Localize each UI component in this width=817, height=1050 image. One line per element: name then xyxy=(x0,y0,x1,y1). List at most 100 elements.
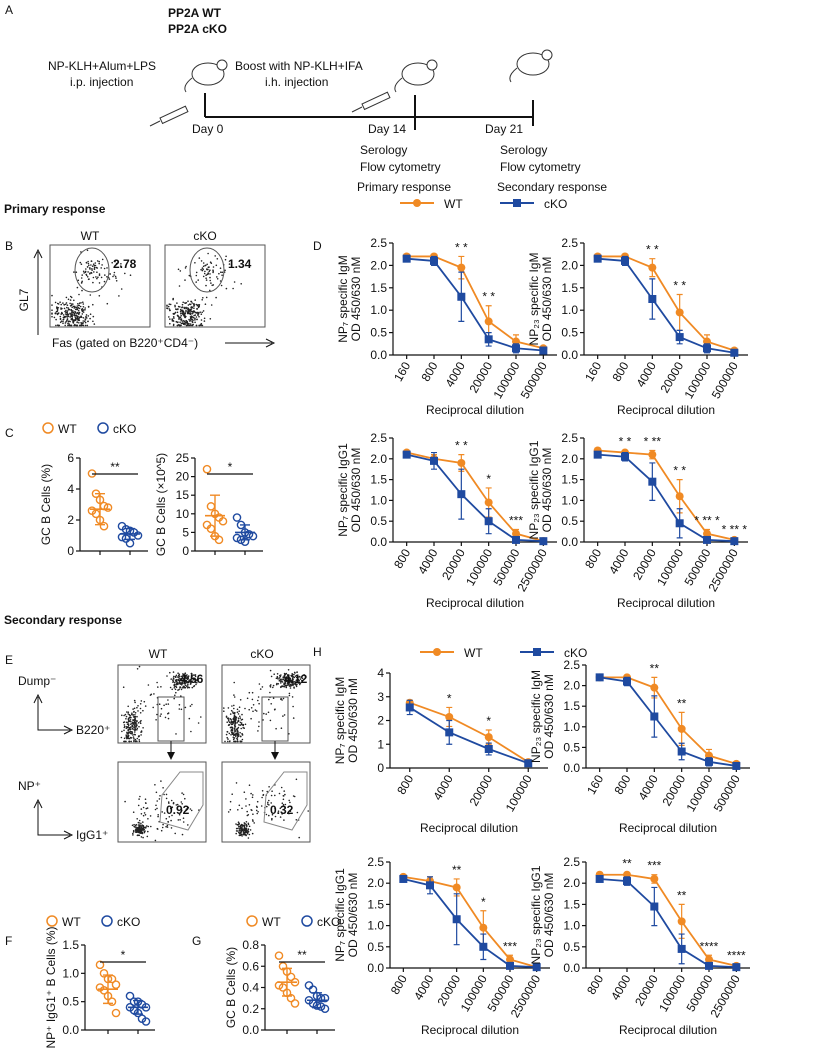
flow-event xyxy=(203,317,206,320)
flow-event xyxy=(159,795,161,797)
flow-event xyxy=(139,703,142,705)
flow-event xyxy=(288,692,291,695)
flow-event xyxy=(173,687,176,689)
flow-event xyxy=(184,797,186,800)
flow-event xyxy=(233,694,235,696)
flow-event xyxy=(239,721,242,724)
flow-event xyxy=(235,832,237,835)
flow-event xyxy=(239,717,242,719)
x-tick-label: 100000 xyxy=(503,772,535,814)
flow-event xyxy=(298,682,300,684)
flow-event xyxy=(156,800,158,802)
flow-event xyxy=(133,720,136,723)
flow-event xyxy=(274,815,277,818)
y-axis-label: NP⁺ IgG1⁺ B Cells (%) xyxy=(44,926,58,1048)
series-line xyxy=(406,453,544,543)
y-tick-label: 2.5 xyxy=(367,855,384,869)
flow-event xyxy=(206,263,208,266)
y-axis-label: OD 450/630 nM xyxy=(346,678,360,763)
flow-event xyxy=(207,266,210,269)
y-tick-label: 1.0 xyxy=(561,303,578,317)
flow-event xyxy=(226,736,228,739)
flow-event xyxy=(296,811,299,814)
point xyxy=(202,464,212,474)
section-title: Secondary response xyxy=(4,613,122,627)
flow-event xyxy=(266,790,269,793)
flow-event xyxy=(182,314,185,316)
flow-event xyxy=(127,713,129,715)
flow-event xyxy=(181,303,184,306)
flow-event xyxy=(231,793,233,795)
flow-event xyxy=(93,264,96,267)
flow-event xyxy=(66,319,68,322)
group-label: cKO xyxy=(250,647,273,661)
y-axis-label: NP₇ specific IgM xyxy=(336,255,350,342)
flow-event xyxy=(136,737,139,740)
flow-event xyxy=(295,676,298,679)
flow-event xyxy=(171,806,174,808)
flow-event xyxy=(205,296,208,299)
flow-event xyxy=(72,312,75,314)
flow-event xyxy=(233,696,236,698)
x-tick-label: 4000 xyxy=(442,359,468,389)
panel-label: E xyxy=(5,653,13,667)
flow-event xyxy=(139,721,141,723)
significance: * * xyxy=(482,290,495,304)
flow-event xyxy=(120,736,123,739)
flow-event xyxy=(98,262,100,265)
legend-text: cKO xyxy=(117,915,140,929)
flow-event xyxy=(177,819,180,821)
flow-event xyxy=(194,299,196,301)
flow-event xyxy=(125,721,128,724)
flow-event xyxy=(94,262,97,264)
flow-event xyxy=(62,319,64,321)
flow-event xyxy=(198,257,201,259)
y-tick-label: 1.5 xyxy=(62,938,79,952)
flow-event xyxy=(65,302,68,304)
flow-event xyxy=(288,681,291,684)
flow-event xyxy=(86,324,89,327)
flow-event xyxy=(184,312,186,314)
flow-event xyxy=(257,811,259,813)
legend-text: cKO xyxy=(317,915,340,929)
flow-event xyxy=(179,687,181,689)
flow-event xyxy=(131,712,133,714)
flow-event xyxy=(304,676,307,678)
flow-event xyxy=(277,678,279,680)
point xyxy=(320,1004,330,1014)
flow-event xyxy=(144,705,147,707)
flow-event xyxy=(97,276,99,279)
flow-event xyxy=(95,276,97,278)
flow-event xyxy=(200,716,202,718)
flow-event xyxy=(132,734,134,736)
flow-event xyxy=(55,324,57,327)
flow-event xyxy=(131,713,133,716)
flow-event xyxy=(91,265,94,268)
significance: * ** * xyxy=(694,514,720,528)
point xyxy=(650,683,659,692)
flow-event xyxy=(186,320,188,323)
flow-event xyxy=(138,735,140,738)
flow-event xyxy=(137,824,140,826)
flow-event xyxy=(208,270,210,273)
flow-event xyxy=(281,699,283,701)
flow-event xyxy=(133,710,135,713)
flow-event xyxy=(101,264,103,266)
point xyxy=(539,346,548,355)
x-tick-label: 4000 xyxy=(415,546,441,576)
flow-event xyxy=(275,727,277,730)
section-title: Primary response xyxy=(4,202,106,216)
flow-event xyxy=(224,258,227,261)
flow-event xyxy=(136,827,138,829)
flow-event xyxy=(169,318,171,320)
flow-event xyxy=(249,829,252,831)
flow-event xyxy=(98,295,101,297)
flow-event xyxy=(138,834,141,837)
flow-event xyxy=(82,303,85,305)
flow-event xyxy=(131,727,134,730)
flow-event xyxy=(67,315,70,318)
flow-event xyxy=(139,707,142,710)
flow-event xyxy=(123,714,125,717)
flow-event xyxy=(61,311,63,314)
flow-event xyxy=(143,700,146,703)
